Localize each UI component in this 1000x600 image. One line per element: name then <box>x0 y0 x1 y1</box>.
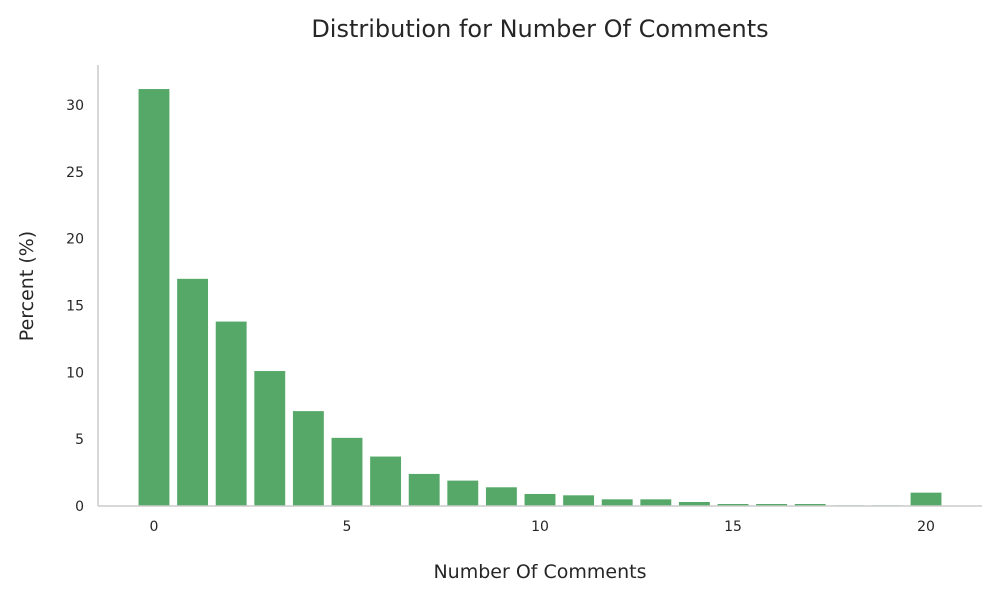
bar-12 <box>601 499 633 506</box>
y-tick-label-20: 20 <box>66 232 84 248</box>
bar-13 <box>640 499 672 506</box>
y-tick-label-25: 25 <box>66 165 84 181</box>
bar-10 <box>524 493 556 506</box>
x-tick-label-10: 10 <box>531 519 549 535</box>
bar-11 <box>563 495 595 506</box>
bar-4 <box>292 411 324 506</box>
x-tick-label-0: 0 <box>150 519 159 535</box>
x-axis-label: Number Of Comments <box>433 561 646 583</box>
bar-6 <box>370 456 402 506</box>
y-tick-label-10: 10 <box>66 365 84 381</box>
bar-20 <box>910 492 942 506</box>
chart-title: Distribution for Number Of Comments <box>311 15 768 43</box>
x-ticks-group: 0 5 10 15 20 <box>150 519 935 535</box>
bar-7 <box>408 473 440 506</box>
bar-5 <box>331 437 363 506</box>
bar-14 <box>678 501 710 506</box>
y-tick-label-0: 0 <box>75 499 84 515</box>
y-ticks-group: 0 5 10 15 20 25 30 <box>66 98 84 515</box>
bar-17 <box>794 504 826 506</box>
y-tick-label-5: 5 <box>75 432 84 448</box>
y-axis-label: Percent (%) <box>16 231 38 341</box>
bar-9 <box>485 487 517 506</box>
y-tick-label-15: 15 <box>66 299 84 315</box>
x-tick-label-5: 5 <box>343 519 352 535</box>
bar-0 <box>138 89 170 507</box>
y-tick-label-30: 30 <box>66 98 84 114</box>
x-tick-label-20: 20 <box>917 519 935 535</box>
bar-2 <box>215 321 247 506</box>
bar-16 <box>756 504 788 506</box>
bars-group <box>138 89 942 507</box>
bar-3 <box>254 371 286 506</box>
x-tick-label-15: 15 <box>724 519 742 535</box>
bar-8 <box>447 480 479 506</box>
bar-1 <box>177 278 209 506</box>
bar-15 <box>717 504 749 506</box>
